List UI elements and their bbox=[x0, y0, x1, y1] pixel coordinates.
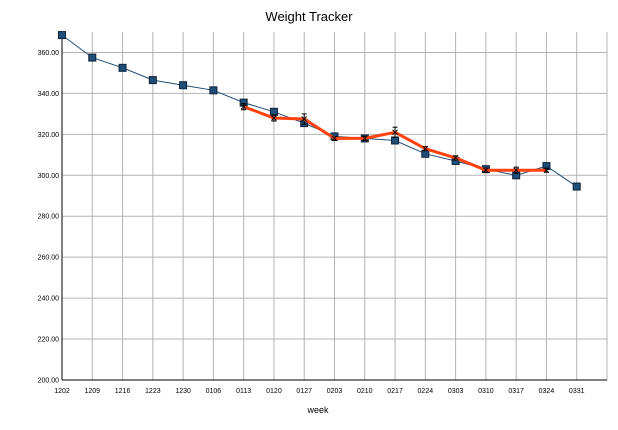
marker-stroke bbox=[240, 103, 247, 110]
marker-stroke bbox=[452, 155, 459, 161]
axes bbox=[61, 32, 607, 381]
data-point bbox=[572, 182, 581, 191]
x-tick-label: 0120 bbox=[266, 388, 282, 395]
grid bbox=[61, 32, 608, 381]
y-tick-label: 300.00 bbox=[38, 173, 60, 180]
marker-stroke bbox=[543, 167, 550, 174]
x-tick-label: 0303 bbox=[448, 388, 464, 395]
chart-title: Weight Tracker bbox=[265, 9, 353, 24]
x-axis-title: week bbox=[306, 405, 329, 415]
x-tick-label: 1202 bbox=[54, 388, 70, 395]
series-line bbox=[61, 34, 577, 188]
marker-stroke bbox=[513, 167, 520, 174]
tick-labels: 200.00 220.00 240.00 260.00 280.00 300.00 320.… bbox=[38, 50, 585, 395]
y-tick-label: 220.00 bbox=[38, 337, 60, 344]
data-point bbox=[209, 86, 218, 95]
x-tick-label: 0310 bbox=[478, 388, 494, 395]
x-tick-label: 1209 bbox=[84, 388, 100, 395]
data-point bbox=[58, 31, 66, 40]
data-point bbox=[179, 81, 188, 90]
y-tick-label: 260.00 bbox=[38, 255, 60, 262]
x-tick-label: 0203 bbox=[327, 388, 343, 395]
data-point bbox=[543, 167, 550, 174]
x-tick-label: 1223 bbox=[145, 388, 161, 395]
x-tick-label: 0324 bbox=[539, 388, 555, 395]
x-tick-label: 0317 bbox=[508, 388, 524, 395]
y-tick-label: 360.00 bbox=[38, 50, 60, 57]
data-point bbox=[452, 155, 459, 161]
x-tick-label: 0217 bbox=[387, 388, 403, 395]
data-point bbox=[513, 167, 520, 174]
data-point bbox=[271, 115, 277, 121]
x-tick-label: 1216 bbox=[115, 388, 131, 395]
y-tick-label: 240.00 bbox=[38, 296, 60, 303]
data-point bbox=[331, 135, 338, 142]
data-point bbox=[118, 63, 127, 72]
y-tick-label: 200.00 bbox=[38, 378, 60, 385]
marker-stroke bbox=[361, 135, 368, 142]
data-point bbox=[240, 103, 247, 110]
x-tick-label: 0331 bbox=[569, 388, 585, 395]
marker-stroke bbox=[422, 145, 429, 152]
data-point bbox=[422, 145, 429, 152]
x-tick-label: 0127 bbox=[296, 388, 312, 395]
series-1 bbox=[58, 31, 581, 191]
data-point bbox=[483, 167, 489, 174]
data-point bbox=[391, 136, 400, 145]
series-layer bbox=[58, 31, 581, 191]
marker-stroke bbox=[331, 135, 338, 142]
marker-stroke bbox=[301, 116, 308, 122]
y-tick-label: 280.00 bbox=[38, 214, 60, 221]
marker-stroke bbox=[392, 129, 398, 136]
x-tick-label: 1230 bbox=[175, 388, 191, 395]
x-tick-label: 0224 bbox=[418, 388, 434, 395]
data-point bbox=[392, 129, 398, 136]
series-2 bbox=[240, 103, 550, 174]
marker-stroke bbox=[271, 115, 277, 121]
data-point bbox=[88, 53, 97, 62]
x-tick-label: 0106 bbox=[206, 388, 222, 395]
data-point bbox=[301, 116, 308, 122]
x-tick-label: 0210 bbox=[357, 388, 373, 395]
data-point bbox=[269, 107, 278, 116]
marker-stroke bbox=[483, 167, 489, 174]
data-point bbox=[421, 149, 430, 158]
y-tick-label: 340.00 bbox=[38, 91, 60, 98]
x-tick-label: 0113 bbox=[236, 388, 251, 395]
data-point bbox=[148, 76, 157, 85]
y-tick-label: 320.00 bbox=[38, 132, 60, 139]
data-point bbox=[361, 135, 368, 142]
